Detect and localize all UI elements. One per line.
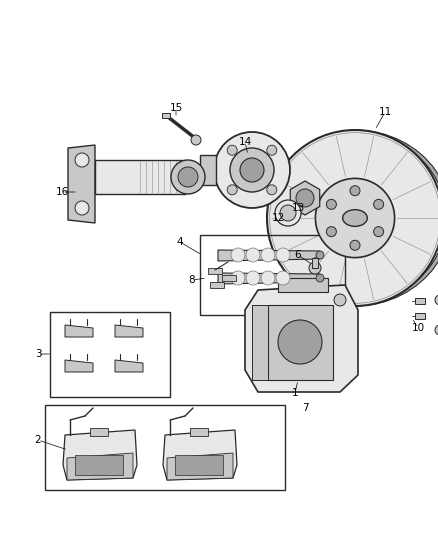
Polygon shape xyxy=(115,325,143,337)
Bar xyxy=(45,405,285,490)
Circle shape xyxy=(246,248,260,262)
Text: 15: 15 xyxy=(170,103,183,113)
Circle shape xyxy=(267,130,438,306)
Bar xyxy=(75,455,123,475)
Bar xyxy=(95,160,185,194)
Polygon shape xyxy=(245,285,358,392)
Bar xyxy=(175,455,223,475)
Circle shape xyxy=(316,251,324,259)
Polygon shape xyxy=(115,360,143,372)
Circle shape xyxy=(435,325,438,335)
Circle shape xyxy=(316,274,324,282)
Circle shape xyxy=(75,153,89,167)
Circle shape xyxy=(261,271,275,285)
Bar xyxy=(210,282,224,288)
Polygon shape xyxy=(167,453,233,480)
Circle shape xyxy=(350,240,360,251)
Text: 1: 1 xyxy=(292,388,298,398)
Circle shape xyxy=(374,227,384,237)
Text: 4: 4 xyxy=(177,237,184,247)
Circle shape xyxy=(240,158,264,182)
Circle shape xyxy=(334,294,346,306)
Circle shape xyxy=(326,199,336,209)
Circle shape xyxy=(191,135,201,145)
Bar xyxy=(200,155,216,185)
Polygon shape xyxy=(163,430,237,480)
Text: 13: 13 xyxy=(291,203,304,213)
Bar xyxy=(50,312,170,397)
Circle shape xyxy=(435,295,438,305)
Circle shape xyxy=(315,179,395,257)
Bar xyxy=(312,258,318,268)
Text: 3: 3 xyxy=(35,349,41,359)
Circle shape xyxy=(350,185,360,196)
Polygon shape xyxy=(65,360,93,372)
Text: 6: 6 xyxy=(295,250,301,260)
Polygon shape xyxy=(415,298,425,304)
Text: 16: 16 xyxy=(55,187,69,197)
Circle shape xyxy=(276,271,290,285)
Polygon shape xyxy=(67,453,133,480)
Circle shape xyxy=(231,248,245,262)
Circle shape xyxy=(214,132,290,208)
Bar xyxy=(162,113,170,118)
Text: 10: 10 xyxy=(411,323,424,333)
Bar xyxy=(252,305,268,380)
Circle shape xyxy=(246,271,260,285)
Polygon shape xyxy=(65,325,93,337)
Circle shape xyxy=(227,145,237,155)
Circle shape xyxy=(280,205,296,221)
Bar xyxy=(190,428,208,436)
Bar xyxy=(200,235,345,315)
Bar xyxy=(208,268,222,274)
Circle shape xyxy=(374,199,384,209)
Text: 8: 8 xyxy=(189,275,195,285)
Text: 11: 11 xyxy=(378,107,392,117)
Text: 12: 12 xyxy=(272,213,285,223)
Polygon shape xyxy=(361,130,438,306)
Circle shape xyxy=(278,320,322,364)
Circle shape xyxy=(275,200,301,226)
Ellipse shape xyxy=(343,209,367,227)
Polygon shape xyxy=(218,250,320,261)
Circle shape xyxy=(276,248,290,262)
Circle shape xyxy=(75,201,89,215)
Polygon shape xyxy=(218,273,320,284)
Circle shape xyxy=(261,248,275,262)
Bar xyxy=(222,275,236,281)
Circle shape xyxy=(326,227,336,237)
Bar xyxy=(278,278,328,292)
Circle shape xyxy=(267,145,277,155)
Circle shape xyxy=(171,160,205,194)
Bar xyxy=(268,305,333,380)
Bar xyxy=(90,428,108,436)
Text: 7: 7 xyxy=(302,403,308,413)
Text: 2: 2 xyxy=(35,435,41,445)
Circle shape xyxy=(230,148,274,192)
Circle shape xyxy=(231,271,245,285)
Circle shape xyxy=(178,167,198,187)
Circle shape xyxy=(227,185,237,195)
Circle shape xyxy=(267,185,277,195)
Circle shape xyxy=(296,189,314,207)
Text: 14: 14 xyxy=(238,137,251,147)
Polygon shape xyxy=(415,313,425,319)
Circle shape xyxy=(309,262,321,274)
Polygon shape xyxy=(63,430,137,480)
Polygon shape xyxy=(68,145,95,223)
